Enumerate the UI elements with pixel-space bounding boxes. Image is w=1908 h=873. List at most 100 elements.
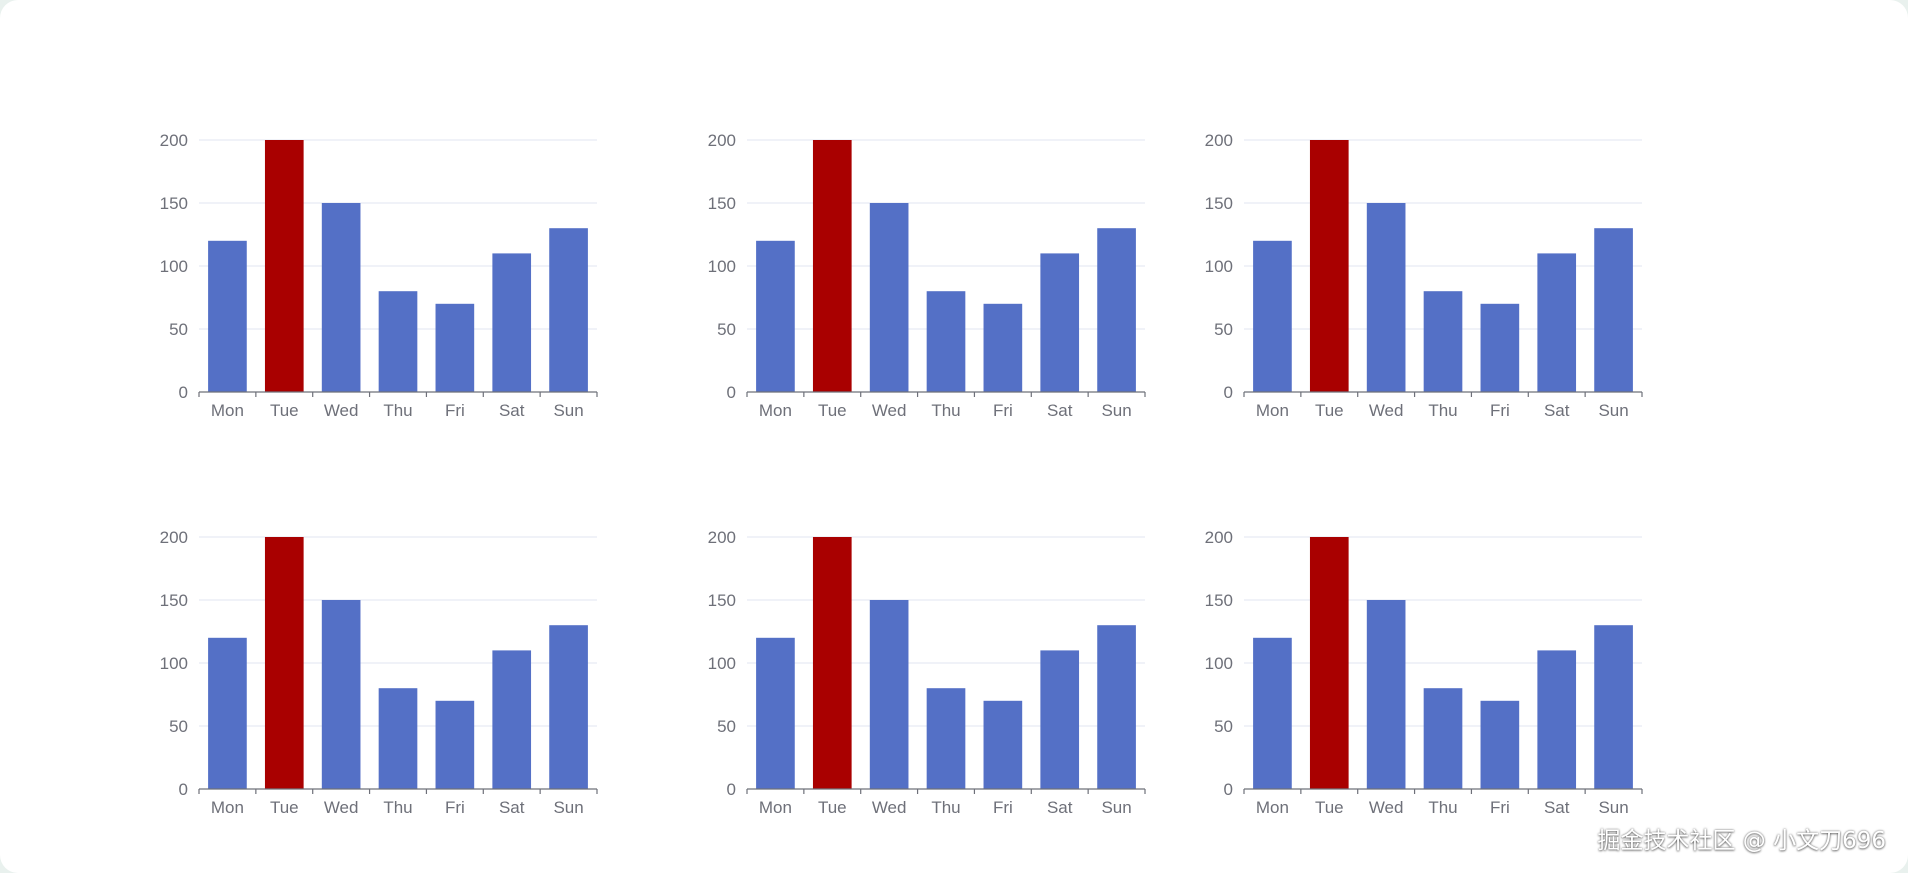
y-tick-label: 150 xyxy=(1205,194,1233,213)
bar-mon xyxy=(208,637,247,789)
bar-wed xyxy=(869,203,909,392)
bar-sat xyxy=(1537,650,1577,789)
x-tick-label: Mon xyxy=(211,798,244,817)
bar-wed xyxy=(321,203,361,392)
bar-thu xyxy=(378,688,418,789)
y-tick-label: 150 xyxy=(160,591,188,610)
y-tick-label: 0 xyxy=(179,780,188,799)
bar-sun xyxy=(1097,625,1136,789)
y-tick-label: 100 xyxy=(708,257,736,276)
bar-fri xyxy=(1480,303,1520,392)
bar-mon xyxy=(756,637,795,789)
x-tick-label: Wed xyxy=(324,798,359,817)
bar-sat xyxy=(1537,253,1577,392)
x-tick-label: Tue xyxy=(1315,401,1344,420)
bar-chart-4: 0 50 100 150 200 Mon Tue Wed Thu Fri Sat Sun xyxy=(160,528,598,817)
bar-chart-6: 0 50 100 150 200 Mon Tue Wed Thu Fri Sat Sun xyxy=(1205,528,1643,817)
x-tick-label: Fri xyxy=(993,401,1013,420)
bar-sun xyxy=(1594,625,1633,789)
bar-tue xyxy=(1309,537,1349,789)
x-tick-label: Mon xyxy=(211,401,244,420)
bar-tue xyxy=(264,140,304,392)
y-tick-label: 0 xyxy=(727,780,736,799)
y-tick-label: 50 xyxy=(169,717,188,736)
bar-fri xyxy=(1480,700,1520,789)
x-tick-label: Sun xyxy=(1101,401,1131,420)
x-tick-label: Fri xyxy=(445,401,465,420)
x-tick-label: Sun xyxy=(1598,798,1628,817)
y-tick-label: 100 xyxy=(708,654,736,673)
bar-fri xyxy=(435,700,475,789)
x-tick-label: Thu xyxy=(931,401,960,420)
bar-chart-3: 0 50 100 150 200 Mon Tue Wed Thu Fri Sat Sun xyxy=(1205,131,1643,420)
bar-thu xyxy=(1423,688,1463,789)
y-tick-label: 200 xyxy=(160,131,188,150)
x-tick-label: Wed xyxy=(872,798,907,817)
y-tick-label: 50 xyxy=(717,320,736,339)
bar-tue xyxy=(812,537,852,789)
x-tick-label: Fri xyxy=(993,798,1013,817)
bar-tue xyxy=(1309,140,1349,392)
y-tick-label: 150 xyxy=(160,194,188,213)
y-tick-label: 100 xyxy=(1205,257,1233,276)
bar-sat xyxy=(1040,253,1080,392)
y-tick-label: 0 xyxy=(1224,780,1233,799)
x-tick-label: Mon xyxy=(1256,798,1289,817)
bar-thu xyxy=(378,291,418,392)
x-tick-label: Mon xyxy=(759,798,792,817)
bar-wed xyxy=(1366,600,1406,789)
x-tick-label: Fri xyxy=(1490,798,1510,817)
bar-mon xyxy=(756,240,795,392)
y-tick-label: 50 xyxy=(169,320,188,339)
x-tick-label: Tue xyxy=(818,798,847,817)
y-tick-label: 50 xyxy=(1214,717,1233,736)
bar-sat xyxy=(492,650,532,789)
y-tick-label: 200 xyxy=(1205,131,1233,150)
bar-wed xyxy=(1366,203,1406,392)
x-tick-label: Sun xyxy=(553,401,583,420)
y-tick-label: 0 xyxy=(1224,383,1233,402)
x-tick-label: Sat xyxy=(499,401,525,420)
y-tick-label: 50 xyxy=(717,717,736,736)
x-tick-label: Tue xyxy=(270,798,299,817)
x-tick-label: Fri xyxy=(1490,401,1510,420)
x-tick-label: Mon xyxy=(759,401,792,420)
x-tick-label: Thu xyxy=(1428,401,1457,420)
bar-wed xyxy=(321,600,361,789)
bar-fri xyxy=(435,303,475,392)
x-tick-label: Sat xyxy=(1047,401,1073,420)
x-tick-label: Sat xyxy=(1047,798,1073,817)
bar-sun xyxy=(549,625,588,789)
bar-mon xyxy=(1253,637,1292,789)
x-tick-label: Sat xyxy=(499,798,525,817)
bar-sat xyxy=(492,253,532,392)
y-tick-label: 100 xyxy=(160,257,188,276)
x-tick-label: Mon xyxy=(1256,401,1289,420)
x-tick-label: Tue xyxy=(1315,798,1344,817)
y-tick-label: 0 xyxy=(727,383,736,402)
y-tick-label: 50 xyxy=(1214,320,1233,339)
x-tick-label: Tue xyxy=(818,401,847,420)
x-tick-label: Fri xyxy=(445,798,465,817)
y-tick-label: 200 xyxy=(708,528,736,547)
bar-mon xyxy=(1253,240,1292,392)
x-tick-label: Thu xyxy=(383,401,412,420)
y-tick-label: 100 xyxy=(160,654,188,673)
bar-chart-1: 0 50 100 150 200 Mon Tue Wed Thu Fri Sat Sun xyxy=(160,131,598,420)
bar-chart-2: 0 50 100 150 200 Mon Tue Wed Thu Fri Sat Sun xyxy=(708,131,1146,420)
bar-tue xyxy=(264,537,304,789)
bar-wed xyxy=(869,600,909,789)
y-tick-label: 200 xyxy=(160,528,188,547)
bar-fri xyxy=(983,303,1023,392)
x-tick-label: Thu xyxy=(383,798,412,817)
x-tick-label: Sun xyxy=(1598,401,1628,420)
bar-thu xyxy=(926,688,966,789)
y-tick-label: 100 xyxy=(1205,654,1233,673)
watermark: 掘金技术社区 @ 小文刀696 xyxy=(1597,828,1886,854)
x-tick-label: Thu xyxy=(931,798,960,817)
y-tick-label: 150 xyxy=(708,194,736,213)
x-tick-label: Wed xyxy=(324,401,359,420)
bar-thu xyxy=(926,291,966,392)
x-tick-label: Sun xyxy=(553,798,583,817)
